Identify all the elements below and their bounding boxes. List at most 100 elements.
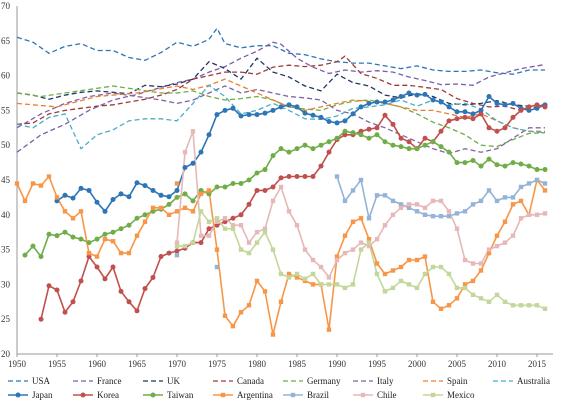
series-line-canada	[16, 55, 546, 125]
y-tick-label: 25	[1, 314, 11, 324]
data-point-chile	[494, 243, 500, 249]
data-point-argentina	[366, 236, 372, 242]
data-point-mexico	[230, 226, 236, 231]
legend-label-mexico: Mexico	[447, 390, 475, 400]
data-point-taiwan	[438, 144, 444, 150]
data-point-argentina	[334, 254, 340, 259]
data-point-taiwan	[86, 240, 92, 246]
x-tick-label: 1975	[208, 359, 227, 369]
data-point-chile	[246, 240, 252, 245]
data-point-chile	[406, 202, 412, 207]
data-point-japan	[454, 109, 460, 115]
data-point-taiwan	[542, 167, 548, 173]
data-point-japan	[342, 118, 348, 124]
data-point-mexico	[438, 264, 444, 270]
y-tick-label: 30	[1, 279, 11, 289]
data-point-argentina	[398, 264, 404, 270]
data-point-argentina	[38, 183, 44, 188]
legend-label-chile: Chile	[377, 390, 397, 400]
data-point-argentina	[102, 236, 108, 242]
data-point-argentina	[310, 282, 316, 287]
data-point-korea	[94, 264, 100, 270]
data-point-taiwan	[302, 142, 308, 148]
data-point-japan	[54, 198, 60, 204]
data-point-taiwan	[94, 236, 100, 242]
y-tick-label: 40	[1, 210, 11, 220]
data-point-chile	[374, 236, 380, 242]
y-tick-label: 45	[1, 175, 11, 185]
data-point-mexico	[318, 282, 324, 287]
data-point-argentina	[118, 250, 124, 256]
data-point-japan	[502, 102, 508, 108]
data-point-mexico	[214, 216, 220, 221]
data-point-chile	[206, 233, 212, 238]
series-line-usa	[16, 27, 545, 75]
data-point-taiwan	[486, 156, 492, 162]
legend-item-germany: Germany	[283, 376, 341, 386]
data-point-taiwan	[190, 198, 196, 204]
data-point-taiwan	[310, 146, 316, 152]
data-point-taiwan	[206, 191, 212, 197]
series-line-korea	[40, 104, 546, 320]
legend-label-taiwan: Taiwan	[167, 390, 194, 400]
data-point-korea	[246, 201, 252, 207]
data-point-mexico	[254, 240, 260, 245]
data-point-chile	[294, 223, 300, 228]
data-point-taiwan	[342, 128, 348, 134]
data-point-chile	[542, 211, 548, 216]
data-point-taiwan	[390, 142, 396, 148]
data-point-japan	[350, 111, 356, 117]
data-point-brazil	[502, 195, 508, 200]
data-point-taiwan	[374, 132, 380, 138]
data-point-japan	[222, 107, 228, 113]
data-point-chile	[510, 233, 516, 238]
data-point-taiwan	[254, 170, 260, 176]
data-point-korea	[286, 174, 292, 180]
data-point-argentina	[502, 219, 508, 224]
data-point-argentina	[342, 233, 348, 238]
data-point-mexico	[286, 275, 292, 280]
data-point-argentina	[230, 323, 236, 329]
data-point-korea	[502, 125, 508, 131]
data-point-japan	[134, 180, 140, 186]
chart-legend: USA France UK Canada Germany Italy Spain Austra…	[8, 376, 550, 400]
data-point-taiwan	[110, 229, 116, 235]
data-point-mexico	[494, 292, 500, 298]
data-point-mexico	[510, 303, 516, 308]
data-point-japan	[214, 112, 220, 118]
data-point-brazil	[494, 198, 500, 204]
data-point-chile	[270, 198, 276, 204]
data-point-taiwan	[454, 160, 460, 166]
data-point-japan	[510, 100, 516, 106]
data-point-chile	[190, 129, 196, 134]
data-point-argentina	[278, 299, 284, 304]
data-point-brazil	[422, 212, 428, 217]
data-point-mexico	[334, 282, 340, 287]
data-point-mexico	[462, 285, 468, 291]
legend-item-chile: Chile	[353, 390, 397, 400]
data-point-taiwan	[382, 139, 388, 145]
data-point-mexico	[278, 271, 284, 277]
data-point-japan	[230, 105, 236, 111]
legend-label-canada: Canada	[237, 376, 264, 386]
data-point-chile	[318, 264, 324, 270]
legend-item-uk: UK	[143, 376, 180, 386]
data-point-brazil	[542, 181, 548, 186]
data-point-argentina	[430, 299, 436, 304]
data-point-taiwan	[222, 184, 228, 190]
data-point-brazil	[414, 209, 420, 214]
data-point-japan	[406, 90, 412, 96]
data-point-brazil	[390, 198, 396, 204]
data-point-taiwan	[286, 149, 292, 155]
legend-label-italy: Italy	[377, 376, 394, 386]
legend-item-korea: Korea	[73, 390, 119, 400]
legend-marker-taiwan	[150, 392, 156, 398]
data-point-taiwan	[430, 139, 436, 145]
data-point-taiwan	[182, 191, 188, 197]
data-point-japan	[190, 160, 196, 166]
data-point-japan	[430, 97, 436, 103]
y-tick-label: 20	[1, 349, 11, 359]
y-tick-label: 55	[1, 105, 11, 115]
data-point-brazil	[358, 177, 364, 183]
data-point-taiwan	[294, 146, 300, 152]
